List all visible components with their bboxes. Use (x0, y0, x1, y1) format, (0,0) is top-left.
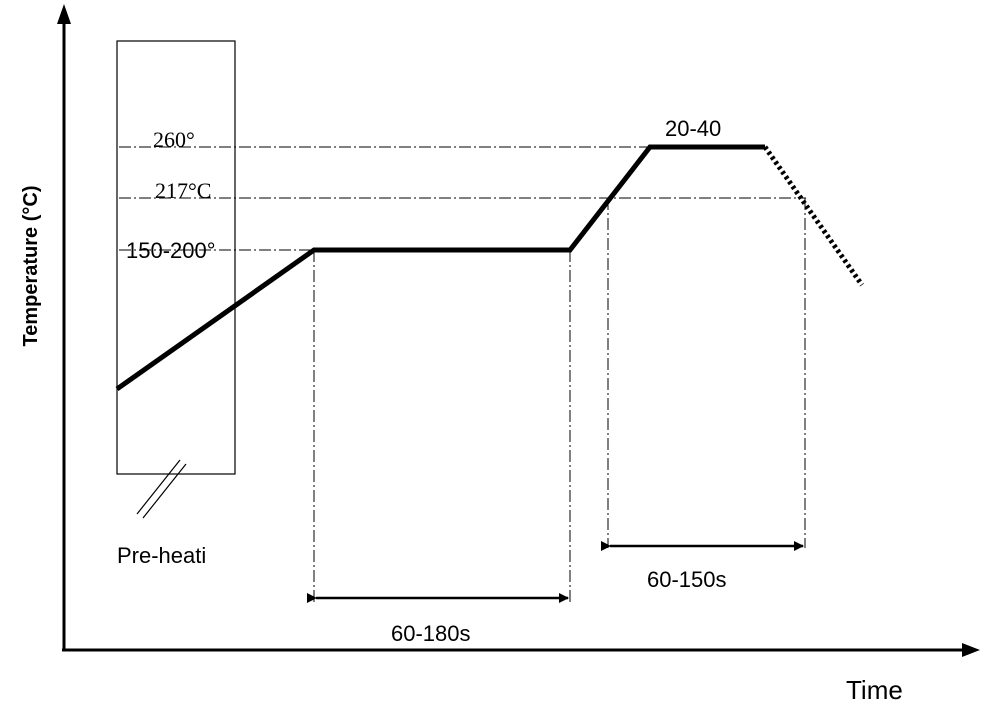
x-axis-arrowhead (962, 643, 980, 657)
peak-temperature-label: 260° (153, 127, 195, 152)
y-axis-arrowhead (57, 4, 71, 24)
cooling-segment (762, 145, 865, 287)
soak-temperature-label: 150-200° (126, 238, 216, 263)
axis-break-mark (136, 459, 181, 515)
preheat-label: Pre-heati (117, 543, 206, 568)
soak-time-label: 60-180s (391, 621, 471, 646)
liquidus-temperature-label: 217°C (155, 178, 211, 203)
y-axis-label: Temperature (°C) (20, 186, 42, 347)
peak-time-label: 20-40 (665, 116, 721, 141)
x-axis-label: Time (846, 675, 903, 705)
axis-break-mark (142, 463, 187, 519)
preheat-box (116, 40, 236, 475)
temperature-profile-curve (115, 144, 765, 392)
liquidus-time-label: 60-150s (647, 567, 727, 592)
